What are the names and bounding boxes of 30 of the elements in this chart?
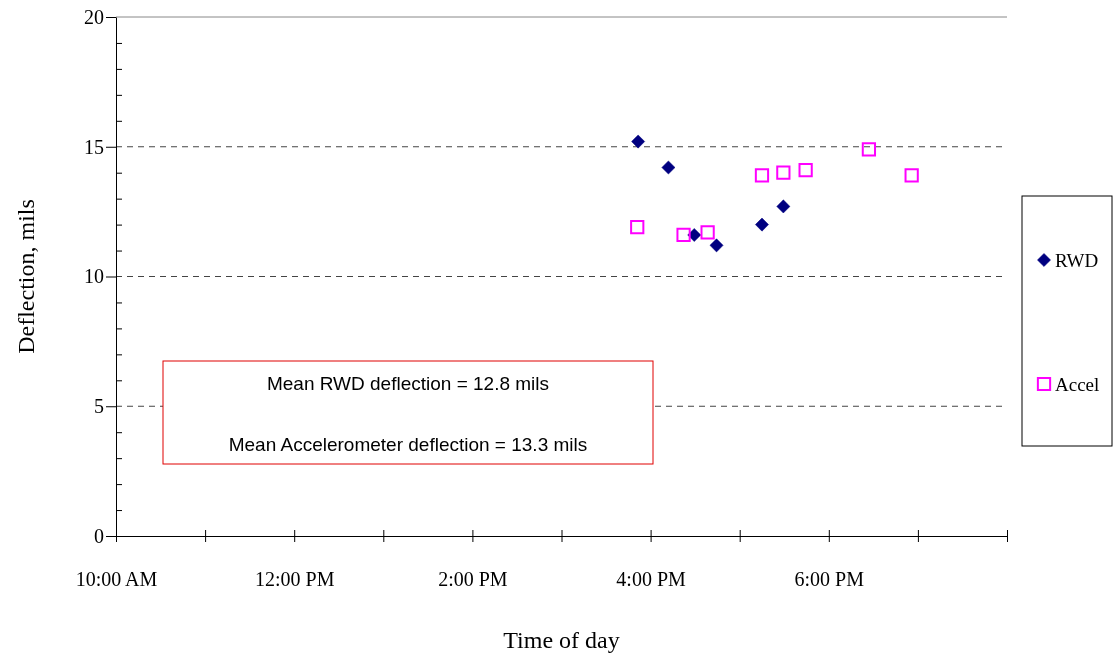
x-tick-label: 4:00 PM <box>616 568 687 591</box>
point <box>631 134 645 149</box>
y-axis-title: Deflection, mils <box>13 199 39 354</box>
annotation: Mean RWD deflection = 12.8 mils <box>266 373 550 394</box>
point <box>776 165 791 180</box>
x-tick-label: 10:00 AM <box>75 568 158 591</box>
point <box>754 168 770 183</box>
point <box>661 160 676 175</box>
y-tick-label: 10 <box>84 265 104 288</box>
point <box>709 238 724 253</box>
point <box>700 225 715 240</box>
point <box>776 199 791 214</box>
x-tick-label: 12:00 PM <box>254 568 335 591</box>
x-axis-title: Time of day <box>503 627 620 653</box>
y-tick-label: 20 <box>84 5 104 28</box>
y-tick-label: 15 <box>84 135 104 158</box>
legend-label: RWD <box>1055 250 1099 271</box>
x-tick-label: 6:00 PM <box>794 568 865 591</box>
y-tick-label: 0 <box>94 524 104 547</box>
point <box>630 220 645 235</box>
legend-label: Accel <box>1055 374 1100 395</box>
point <box>755 217 769 232</box>
point <box>676 227 691 243</box>
y-tick-label: 5 <box>94 395 104 418</box>
note-box: Mean RWD deflection = 12.8 mils Mean Accelerometer deflection = 13.3 mils <box>162 360 654 465</box>
annotation: Mean Accelerometer deflection = 13.3 mils <box>228 434 588 455</box>
point <box>861 142 877 157</box>
x-tick-label: 2:00 PM <box>438 568 508 591</box>
point <box>798 162 813 178</box>
point <box>904 168 919 183</box>
